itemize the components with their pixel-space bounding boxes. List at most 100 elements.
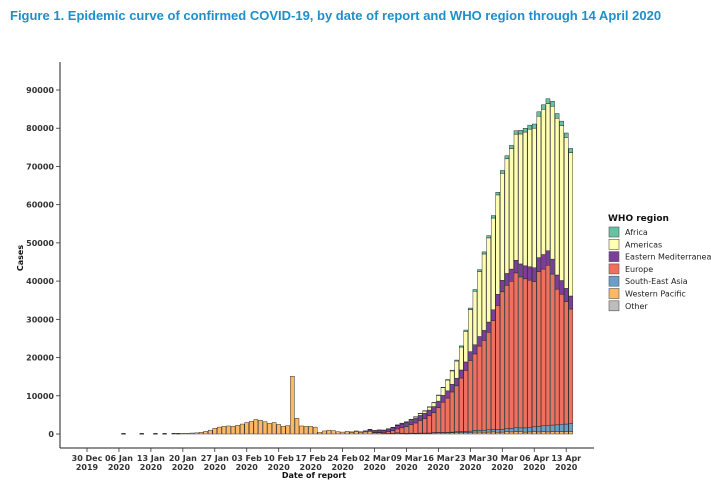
bar-segment-eastern-mediterranean [408,420,414,425]
bar-segment-europe [422,418,427,434]
stacked-bars [121,98,574,435]
bar-segment-eastern-mediterranean [495,294,500,306]
legend-title: WHO region [608,214,669,224]
bar-segment-europe [427,415,432,434]
bar-segment-eastern-mediterranean [532,267,537,282]
bar-segment-eastern-mediterranean [395,425,400,430]
bar-segment-africa [459,345,464,348]
bar-segment-europe [559,294,564,425]
bar-segment-africa [532,123,537,129]
bar-segment-africa [559,120,564,126]
legend-swatch [608,263,620,275]
bar-segment-south-east-asia [559,424,564,432]
legend-label: Europe [625,265,653,274]
bar-segment-americas [486,237,491,323]
bar-segment-eastern-mediterranean [472,344,478,355]
bar-segment-western-pacific [509,431,514,435]
x-tick-label-year: 2020 [172,463,195,472]
bar-segment-western-pacific [294,418,300,435]
figure-title: Figure 1. Epidemic curve of confirmed CO… [10,8,662,23]
bar-segment-europe [504,285,510,429]
bar-segment-western-pacific [344,431,350,435]
bar-segment-eastern-mediterranean [445,390,450,399]
bar-segment-americas [477,271,482,337]
bar-segment-western-pacific [207,429,213,435]
bar-segment-americas [490,217,496,310]
x-tick-label-year: 2020 [491,463,514,472]
bar-segment-eastern-mediterranean [468,351,473,361]
bar-segment-eastern-mediterranean [513,260,519,274]
bar-segment-western-pacific [454,432,459,435]
bar-segment-americas [436,395,441,402]
x-tick-label-year: 2020 [395,463,418,472]
bar-segment-americas [431,402,437,407]
bar-segment-western-pacific [290,376,295,435]
bar-segment-americas [536,115,542,258]
x-tick-label-year: 2020 [427,463,450,472]
bar-segment-europe [404,426,409,434]
bar-segment-eastern-mediterranean [427,409,432,417]
x-tick-label-date: 24 Feb [327,454,357,463]
bar-segment-eastern-mediterranean [363,430,368,433]
bar-segment-western-pacific [217,426,222,435]
bar-segment-americas [481,253,487,331]
y-tick-label: 10000 [26,392,54,401]
bar-segment-western-pacific [550,431,555,435]
y-tick-label: 20000 [26,354,54,363]
x-tick-label-year: 2020 [523,463,546,472]
bar-segment-western-pacific [312,426,318,435]
x-tick-label-date: 13 Jan [137,454,165,463]
bar-segment-americas [509,148,514,270]
bar-segment-europe [449,391,455,433]
bar-segment-europe [550,273,555,426]
bar-segment-western-pacific [513,431,519,435]
bar-segment-europe [563,301,569,425]
bar-segment-americas [522,131,528,267]
bar-segment-europe [495,305,500,430]
bar-segment-western-pacific [281,426,286,435]
legend-swatch [608,288,620,299]
bar-segment-americas [545,103,551,251]
bar-segment-western-pacific [308,426,313,435]
x-tick-label-year: 2020 [300,463,323,472]
bar-segment-americas [468,309,473,352]
bar-segment-eastern-mediterranean [440,395,446,403]
bar-segment-western-pacific [249,421,254,435]
bar-segment-eastern-mediterranean [486,321,491,333]
bar-segment-europe [385,431,391,434]
bar-segment-western-pacific [532,431,537,435]
x-tick-label-date: 06 Jan [105,454,133,463]
bar-segment-eastern-mediterranean [459,369,464,379]
bar-segment-eastern-mediterranean [385,428,391,432]
x-tick-label-date: 16 Mar [423,454,454,463]
bar-segment-eastern-mediterranean [500,280,505,293]
legend-swatch [608,239,620,250]
y-tick-label: 0 [48,430,54,439]
bar-segment-europe [408,424,414,434]
bar-segment-western-pacific [518,431,523,435]
bar-segment-south-east-asia [554,424,560,432]
bar-segment-western-pacific [500,431,505,435]
bar-segment-europe [454,385,459,432]
bar-segment-eastern-mediterranean [399,423,405,429]
legend-swatch [608,275,620,287]
bar-segment-europe [532,281,537,427]
bar-segment-south-east-asia [541,425,546,432]
legend-label: Western Pacific [625,290,686,299]
x-tick-label-date: 02 Mar [359,454,390,463]
bar-segment-europe [445,397,450,433]
bar-segment-south-east-asia [563,423,569,432]
legend-label: Africa [625,228,648,237]
x-tick-label-year: 2020 [236,463,259,472]
bar-segment-africa [541,104,546,110]
bar-segment-africa [495,192,500,196]
legend: WHO region Africa Americas Eastern Mediterr… [608,214,711,312]
bar-segment-south-east-asia [504,428,510,432]
y-tick-label: 80000 [26,124,54,133]
bar-segment-eastern-mediterranean [477,336,482,347]
bar-segment-western-pacific [495,432,500,435]
bar-segment-western-pacific [354,431,359,435]
bar-segment-south-east-asia [550,424,555,432]
bar-segment-south-east-asia [509,428,514,433]
bar-segment-europe [522,278,528,429]
